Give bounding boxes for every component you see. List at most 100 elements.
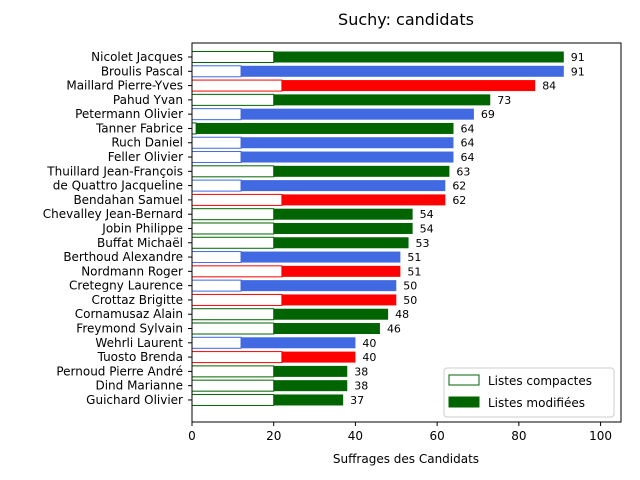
bar-modified xyxy=(281,294,397,306)
bar-modified xyxy=(273,94,491,106)
x-tick-label: 0 xyxy=(188,429,196,443)
bar-modified xyxy=(241,108,474,120)
bar-modified xyxy=(241,337,356,349)
bar-modified xyxy=(281,351,356,363)
category-label: Cretegny Laurence xyxy=(69,279,183,293)
value-label: 54 xyxy=(420,208,434,221)
value-label: 53 xyxy=(416,237,430,250)
bar-modified xyxy=(241,137,454,149)
legend-label-compact: Listes compactes xyxy=(488,374,592,388)
value-label: 48 xyxy=(395,308,409,321)
bar-modified xyxy=(196,122,454,134)
category-label: Thuillard Jean-François xyxy=(46,164,183,178)
value-label: 69 xyxy=(481,108,495,121)
bar-compact xyxy=(191,208,275,221)
bar-modified xyxy=(273,51,564,63)
chart-title: Suchy: candidats xyxy=(338,10,474,29)
category-label: Nordmann Roger xyxy=(81,264,183,278)
bar-modified xyxy=(273,165,450,177)
category-label: Maillard Pierre-Yves xyxy=(66,79,183,93)
bar-compact xyxy=(191,393,275,406)
category-label: Jobin Philippe xyxy=(101,221,183,235)
value-label: 51 xyxy=(407,265,421,278)
value-label: 37 xyxy=(350,394,364,407)
bar-modified xyxy=(273,208,413,220)
category-label: Tanner Fabrice xyxy=(95,121,183,135)
bars-group xyxy=(191,51,564,406)
value-label: 50 xyxy=(403,294,417,307)
category-label: Pernoud Pierre André xyxy=(56,364,183,378)
x-axis-ticks: 0 20 40 60 80 100 xyxy=(188,422,612,443)
bar-compact xyxy=(191,51,275,63)
bar-modified xyxy=(281,194,446,206)
x-tick-label: 100 xyxy=(589,429,612,443)
bar-modified xyxy=(281,265,401,277)
category-label: Crottaz Brigitte xyxy=(91,293,183,307)
bar-compact xyxy=(191,108,242,121)
category-label: Pahud Yvan xyxy=(113,93,183,107)
bar-modified xyxy=(241,180,446,192)
value-label: 73 xyxy=(497,94,511,107)
bar-modified xyxy=(241,151,454,163)
bar-compact xyxy=(191,122,197,135)
value-label: 50 xyxy=(403,280,417,293)
bar-compact xyxy=(191,351,283,364)
legend-label-modified: Listes modifiées xyxy=(488,396,585,410)
x-tick-label: 60 xyxy=(430,429,445,443)
bar-compact xyxy=(191,193,283,206)
category-label: de Quattro Jacqueline xyxy=(53,179,183,193)
value-label: 91 xyxy=(571,65,585,78)
category-label: Freymond Sylvain xyxy=(76,322,183,336)
bar-compact xyxy=(191,151,242,164)
category-label: Ruch Daniel xyxy=(111,136,183,150)
value-label: 38 xyxy=(354,380,368,393)
bar-compact xyxy=(191,65,242,78)
category-label: Wehrli Laurent xyxy=(95,336,183,350)
category-label: Bendahan Samuel xyxy=(73,193,183,207)
value-label: 62 xyxy=(452,194,466,207)
x-tick-label: 40 xyxy=(348,429,363,443)
category-label: Cornamusaz Alain xyxy=(75,307,183,321)
x-tick-label: 20 xyxy=(266,429,281,443)
legend: Listes compactes Listes modifiées xyxy=(443,367,615,418)
category-label: Petermann Olivier xyxy=(75,107,183,121)
category-label: Broulis Pascal xyxy=(101,64,183,78)
bar-compact xyxy=(191,336,242,349)
value-label: 64 xyxy=(460,122,474,135)
category-label: Berthoud Alexandre xyxy=(63,250,183,264)
plot-frame xyxy=(191,42,622,423)
bar-compact xyxy=(191,179,242,192)
category-label: Chevalley Jean-Bernard xyxy=(43,207,183,221)
bar-compact xyxy=(191,265,283,278)
bar-modified xyxy=(241,251,401,263)
category-label: Feller Olivier xyxy=(108,150,183,164)
value-label: 63 xyxy=(456,165,470,178)
bar-compact xyxy=(191,222,275,235)
value-label: 62 xyxy=(452,180,466,193)
legend-swatch-modified xyxy=(448,396,480,408)
category-label: Buffat Michaël xyxy=(97,236,183,250)
bar-compact xyxy=(191,308,275,321)
value-label: 40 xyxy=(362,351,376,364)
bar-modified xyxy=(273,380,348,392)
legend-swatch-compact xyxy=(448,374,480,386)
bar-compact xyxy=(191,136,242,149)
value-labels: 9191847369646464636262545453515150504846… xyxy=(350,51,585,407)
bar-compact xyxy=(191,293,283,306)
bar-compact xyxy=(191,79,283,92)
bar-compact xyxy=(191,365,275,378)
category-label: Tuosto Brenda xyxy=(97,350,183,364)
bar-compact xyxy=(191,322,275,335)
bar-compact xyxy=(191,279,242,292)
category-label: Dind Marianne xyxy=(95,379,183,393)
bar-compact xyxy=(191,93,275,106)
bar-compact xyxy=(191,165,275,178)
bar-modified xyxy=(273,237,409,249)
bar-modified xyxy=(281,80,536,92)
value-label: 51 xyxy=(407,251,421,264)
value-label: 64 xyxy=(460,137,474,150)
value-label: 64 xyxy=(460,151,474,164)
value-label: 91 xyxy=(571,51,585,64)
